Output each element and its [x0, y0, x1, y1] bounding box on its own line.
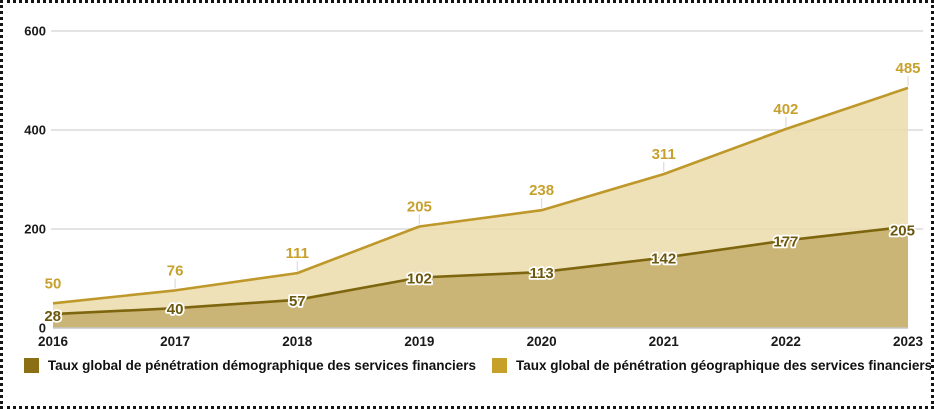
y-axis-tick-label: 0 [39, 321, 46, 336]
x-axis-labels: 2016 2017 2018 2019 2020 2021 2022 2023 [38, 334, 924, 349]
geographic-value-label: 111 [286, 245, 309, 262]
y-axis-tick-label: 200 [24, 222, 46, 237]
geographic-line [52, 86, 909, 305]
legend-item-demographique[interactable]: Taux global de pénétration démographique… [23, 358, 476, 373]
x-axis-tick-label: 2017 [160, 334, 190, 349]
demographic-value-label: 40 [167, 301, 184, 318]
x-axis-tick-label: 2016 [38, 334, 69, 349]
demographic-value-label: 102 [407, 271, 432, 288]
geographic-value-label: 402 [773, 101, 798, 118]
legend-swatch-demographique [23, 358, 39, 373]
label-leader-lines [174, 75, 909, 289]
series-lines [52, 86, 909, 329]
geographic-value-label: 50 [45, 275, 62, 292]
legend-label-geographique: Taux global de pénétration géographique … [516, 358, 933, 373]
demographic-value-label: 113 [529, 265, 553, 282]
x-axis-tick-label: 2023 [893, 334, 924, 349]
legend-label-demographique: Taux global de pénétration démographique… [47, 358, 476, 373]
area-chart: 50 76 111 205 238 311 402 485 28 40 57 102 113 142 177… [24, 24, 924, 350]
x-axis-tick-label: 2019 [404, 334, 434, 349]
legend-item-geographique[interactable]: Taux global de pénétration géographique … [492, 358, 933, 373]
x-axis-tick-label: 2021 [649, 334, 680, 349]
geographic-value-label: 76 [167, 262, 184, 279]
geographic-value-label: 311 [652, 146, 676, 163]
x-axis-tick-label: 2022 [771, 334, 801, 349]
demographic-value-label: 57 [289, 293, 306, 310]
y-axis-labels: 0 200 400 600 [24, 24, 46, 336]
geographic-value-label: 485 [895, 60, 920, 77]
series-areas [53, 87, 908, 329]
geographic-value-label: 205 [407, 199, 432, 216]
demographic-line [52, 225, 909, 316]
chart-legend: Taux global de pénétration démographique… [3, 358, 931, 373]
demographic-value-label: 177 [773, 233, 798, 250]
geographic-value-label: 238 [529, 182, 554, 199]
demographic-value-label: 142 [651, 251, 676, 268]
y-axis-tick-label: 400 [24, 123, 46, 138]
demographic-value-label: 205 [890, 223, 915, 240]
demographic-value-label: 28 [44, 308, 61, 325]
x-axis-tick-label: 2018 [282, 334, 313, 349]
legend-swatch-geographique [492, 358, 507, 373]
data-labels: 50 76 111 205 238 311 402 485 28 40 57 102 113 142 177… [43, 60, 921, 327]
y-axis-tick-label: 600 [24, 24, 46, 39]
x-axis-tick-label: 2020 [527, 334, 557, 349]
